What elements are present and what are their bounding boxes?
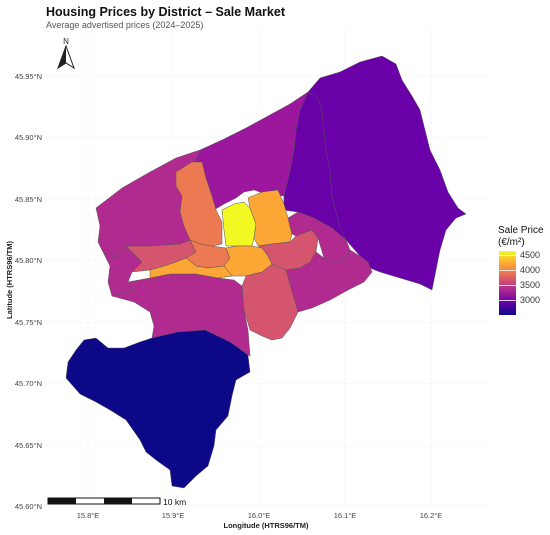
district-north-center <box>175 161 223 247</box>
north-arrow: N <box>57 37 75 70</box>
district-south <box>65 327 251 489</box>
legend-tick-label: 4000 <box>520 265 541 275</box>
y-tick-label: 45.80°N <box>15 256 42 265</box>
map-subtitle: Average advertised prices (2024–2025) <box>46 20 204 30</box>
y-tick-label: 45.60°N <box>15 502 42 511</box>
legend-tick-mark <box>499 300 516 301</box>
district-south-center <box>241 263 299 341</box>
legend-tick-label: 3000 <box>520 295 541 305</box>
legend-tick-mark <box>499 270 516 271</box>
legend-title: Sale Price (€/m²) <box>498 225 550 249</box>
legend-tick-label: 4500 <box>520 250 541 260</box>
scale-bar: 10 km <box>47 497 186 507</box>
y-tick-label: 45.95°N <box>15 72 42 81</box>
y-axis-title: Latitude (HTRS96/TM) <box>5 241 14 319</box>
x-tick-label: 15.9°E <box>162 511 185 520</box>
legend-title-line2: (€/m²) <box>498 237 525 248</box>
y-tick-label: 45.65°N <box>15 441 42 450</box>
y-tick-label: 45.70°N <box>15 379 42 388</box>
map-title: Housing Prices by District – Sale Market <box>46 5 285 19</box>
legend-color-bar <box>499 251 516 315</box>
district-center-south-west <box>149 257 233 279</box>
legend-tick-mark <box>499 285 516 286</box>
legend-title-line1: Sale Price <box>498 225 544 236</box>
y-tick-label: 45.85°N <box>15 195 42 204</box>
legend-tick-mark <box>499 255 516 256</box>
x-tick-label: 16.0°E <box>248 511 271 520</box>
x-tick-label: 15.8°E <box>77 511 100 520</box>
x-axis-title: Longitude (HTRS96/TM) <box>224 521 309 530</box>
x-tick-label: 16.2°E <box>420 511 443 520</box>
legend-tick-label: 3500 <box>520 280 541 290</box>
north-arrow-label: N <box>63 37 69 46</box>
scale-bar-label: 10 km <box>163 497 186 507</box>
x-tick-label: 16.1°E <box>334 511 357 520</box>
y-tick-label: 45.90°N <box>15 133 42 142</box>
y-tick-label: 45.75°N <box>15 318 42 327</box>
